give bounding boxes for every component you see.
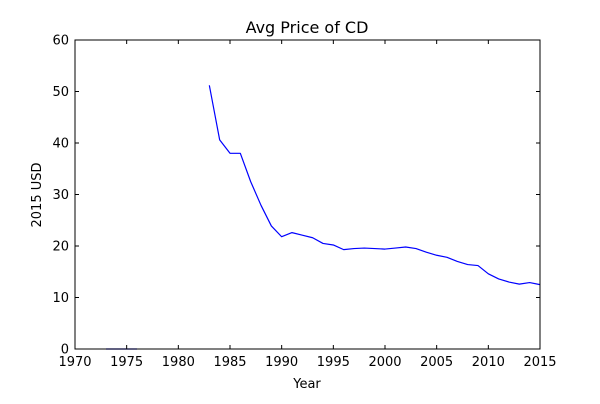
x-tick-label: 2000: [368, 355, 401, 370]
y-axis-label: 2015 USD: [30, 163, 45, 228]
x-tick-label: 2015: [523, 355, 556, 370]
y-tick-label: 0: [61, 343, 69, 358]
y-tick-label: 40: [52, 137, 69, 152]
x-tick-label: 1980: [162, 355, 195, 370]
x-tick-label: 2010: [472, 355, 505, 370]
x-tick-label: 1985: [213, 355, 246, 370]
x-tick-label: 1990: [265, 355, 298, 370]
x-tick-label: 1995: [317, 355, 350, 370]
y-tick-label: 10: [52, 291, 69, 306]
x-tick-label: 1975: [110, 355, 143, 370]
axis-ticks: 1970 1975 1980 1985 1990 1995 2000 2005 2010 2015…: [52, 34, 556, 371]
y-tick-label: 60: [52, 34, 69, 49]
x-tick-label: 1970: [58, 355, 91, 370]
y-tick-label: 30: [52, 188, 69, 203]
chart-title: Avg Price of CD: [246, 18, 369, 37]
series-line-segment: [208, 85, 541, 286]
x-axis-label: Year: [292, 377, 321, 392]
y-tick-label: 20: [52, 240, 69, 255]
x-tick-label: 2005: [420, 355, 453, 370]
y-tick-label: 50: [52, 85, 69, 100]
